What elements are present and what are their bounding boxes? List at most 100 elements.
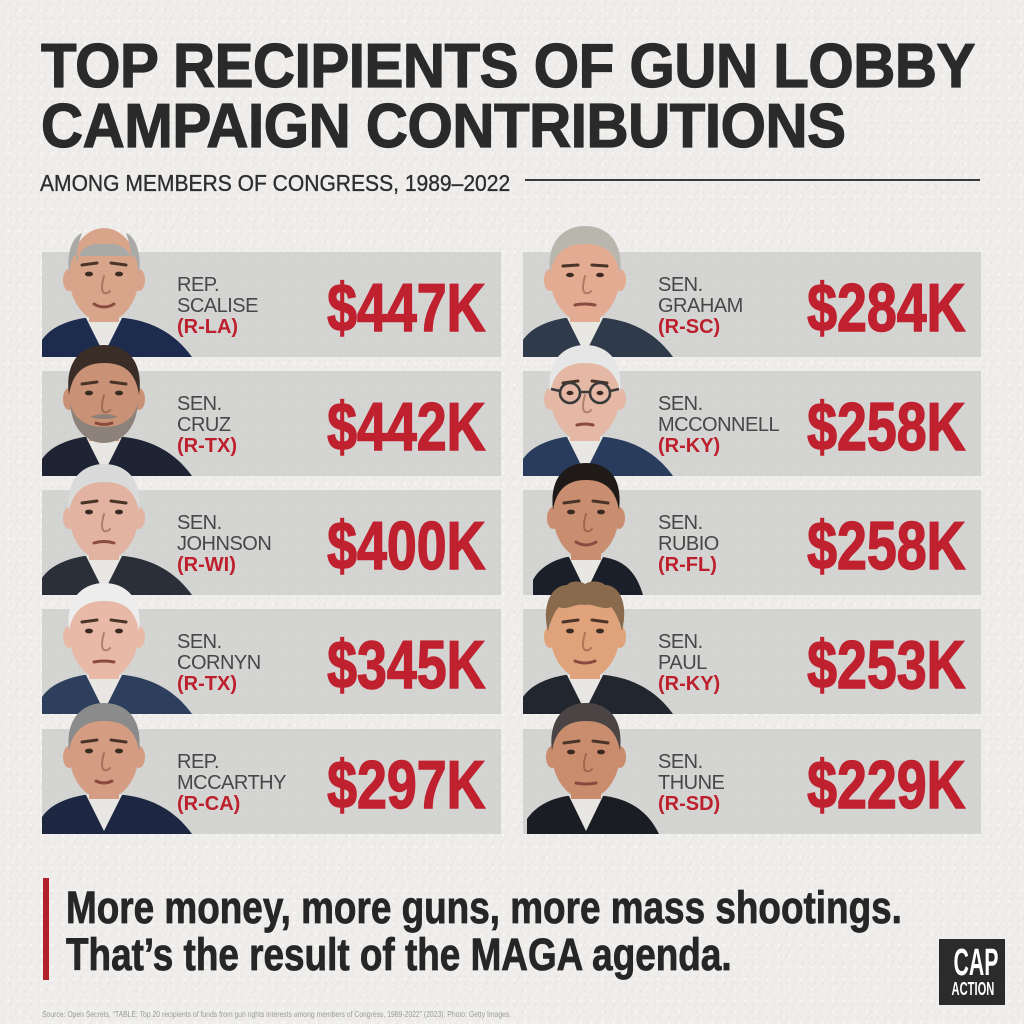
recipient-office: SEN. xyxy=(658,274,703,296)
recipient-surname: JOHNSON xyxy=(177,533,272,555)
recipient-office: REP. xyxy=(177,751,220,773)
recipient-name-block: SEN. PAUL (R-KY) xyxy=(658,632,720,695)
hair-shape xyxy=(549,345,621,393)
hair-shape xyxy=(68,345,140,395)
portrait-photo xyxy=(42,464,192,595)
recipient-party: (R-CA) xyxy=(177,793,241,815)
recipient-party: (R-SD) xyxy=(658,793,721,815)
recipient-party: (R-WI) xyxy=(177,554,236,576)
recipient-office: REP. xyxy=(177,274,220,296)
suit-shape xyxy=(523,437,673,476)
recipient-party: (R-FL) xyxy=(658,554,717,576)
recipient-surname: THUNE xyxy=(658,772,725,794)
title-line-1: TOP RECIPIENTS OF GUN LOBBY xyxy=(40,32,976,101)
shirt-shape xyxy=(86,318,122,354)
recipient-surname: CORNYN xyxy=(177,652,261,674)
suit-shape xyxy=(42,556,192,595)
recipient-office: SEN. xyxy=(177,631,222,653)
recipient-card-mccarthy: REP. MCCARTHY (R-CA) $297K xyxy=(42,703,501,834)
shirt-shape xyxy=(569,557,603,592)
recipient-name-block: SEN. CORNYN (R-TX) xyxy=(177,632,261,695)
head-shape xyxy=(63,466,145,560)
contribution-amount: $284K xyxy=(806,270,965,346)
recipient-party: (R-SC) xyxy=(658,316,721,338)
face-features xyxy=(562,739,610,786)
recipient-name-block: SEN. CRUZ (R-TX) xyxy=(177,394,237,457)
suit-shape xyxy=(42,795,192,834)
hair-shape xyxy=(68,583,140,631)
face-features xyxy=(80,499,128,545)
subtitle: AMONG MEMBERS OF CONGRESS, 1989–2022 xyxy=(40,170,511,196)
recipient-office: SEN. xyxy=(658,751,703,773)
recipient-surname: MCCARTHY xyxy=(177,772,286,794)
recipient-name-block: REP. MCCARTHY (R-CA) xyxy=(177,752,286,815)
recipient-name-block: REP. SCALISE (R-LA) xyxy=(177,275,258,338)
recipient-surname: SCALISE xyxy=(177,295,258,317)
glasses-icon xyxy=(550,381,620,405)
face-features xyxy=(561,263,609,307)
recipient-office: SEN. xyxy=(177,512,222,534)
portrait-photo xyxy=(42,228,192,357)
recipient-party: (R-KY) xyxy=(658,435,721,457)
head-shape xyxy=(544,228,626,322)
head-shape xyxy=(544,347,626,441)
recipient-card-scalise: REP. SCALISE (R-LA) $447K xyxy=(42,228,501,357)
logo-line-1: CAP xyxy=(953,942,999,984)
contribution-amount: $345K xyxy=(326,627,485,703)
recipient-name-block: SEN. RUBIO (R-FL) xyxy=(658,513,719,576)
recipient-office: SEN. xyxy=(658,512,703,534)
subtitle-divider xyxy=(525,179,980,181)
head-shape xyxy=(63,347,145,441)
recipient-name-block: SEN. MCCONNELL (R-KY) xyxy=(658,393,780,457)
recipient-card-paul: SEN. PAUL (R-KY) $253K xyxy=(523,581,981,714)
contribution-amount: $258K xyxy=(806,389,965,465)
recipient-party: (R-LA) xyxy=(177,316,239,338)
hair-shape xyxy=(68,703,140,751)
recipient-surname: RUBIO xyxy=(658,533,719,555)
portrait-photo xyxy=(523,345,673,476)
contribution-amount: $400K xyxy=(326,508,485,584)
hair-shape xyxy=(551,703,621,751)
head-shape xyxy=(63,705,145,799)
shirt-shape xyxy=(567,318,603,354)
recipient-name-block: SEN. JOHNSON (R-WI) xyxy=(177,512,272,576)
recipient-card-cruz: SEN. CRUZ (R-TX) $442K xyxy=(42,345,501,476)
shirt-shape xyxy=(567,437,603,473)
recipient-card-johnson: SEN. JOHNSON (R-WI) $400K xyxy=(42,464,501,595)
recipient-surname: GRAHAM xyxy=(658,295,743,317)
shirt-shape xyxy=(86,795,122,831)
contribution-amount: $229K xyxy=(806,747,965,823)
portrait-photo xyxy=(42,703,192,834)
suit-shape xyxy=(42,437,192,476)
portrait-photo xyxy=(523,581,673,714)
recipient-name-block: SEN. GRAHAM (R-SC) xyxy=(658,275,743,338)
contribution-amount: $297K xyxy=(326,747,485,823)
recipient-card-thune: SEN. THUNE (R-SD) $229K xyxy=(523,703,981,834)
recipient-surname: PAUL xyxy=(658,652,707,674)
beard-shape xyxy=(70,403,138,443)
contribution-amount: $253K xyxy=(806,627,965,703)
face-features xyxy=(80,261,128,309)
hair-shape xyxy=(552,463,620,510)
face-features xyxy=(561,618,609,665)
shirt-shape xyxy=(569,796,603,831)
source-citation: Source: Open Secrets, “TABLE: Top 20 rec… xyxy=(42,1009,512,1019)
contribution-amount: $442K xyxy=(326,389,485,465)
hair-shape xyxy=(68,233,140,274)
suit-shape xyxy=(523,675,673,714)
recipient-office: SEN. xyxy=(658,393,703,415)
tagline: More money, more guns, more mass shootin… xyxy=(66,884,903,979)
head-shape xyxy=(547,467,625,560)
page-title: TOP RECIPIENTS OF GUN LOBBY CAMPAIGN CON… xyxy=(40,32,976,158)
head-shape xyxy=(63,585,145,679)
recipient-surname: CRUZ xyxy=(177,414,231,436)
face-features xyxy=(80,380,128,426)
suit-shape xyxy=(42,318,192,357)
recipient-party: (R-TX) xyxy=(177,435,237,457)
recipient-card-mcconnell: SEN. MCCONNELL (R-KY) $258K xyxy=(523,345,981,476)
portrait-photo xyxy=(523,226,673,357)
face-features xyxy=(562,499,610,547)
hair-shape xyxy=(549,226,621,274)
shirt-shape xyxy=(86,437,122,473)
hair-shape xyxy=(545,581,625,631)
